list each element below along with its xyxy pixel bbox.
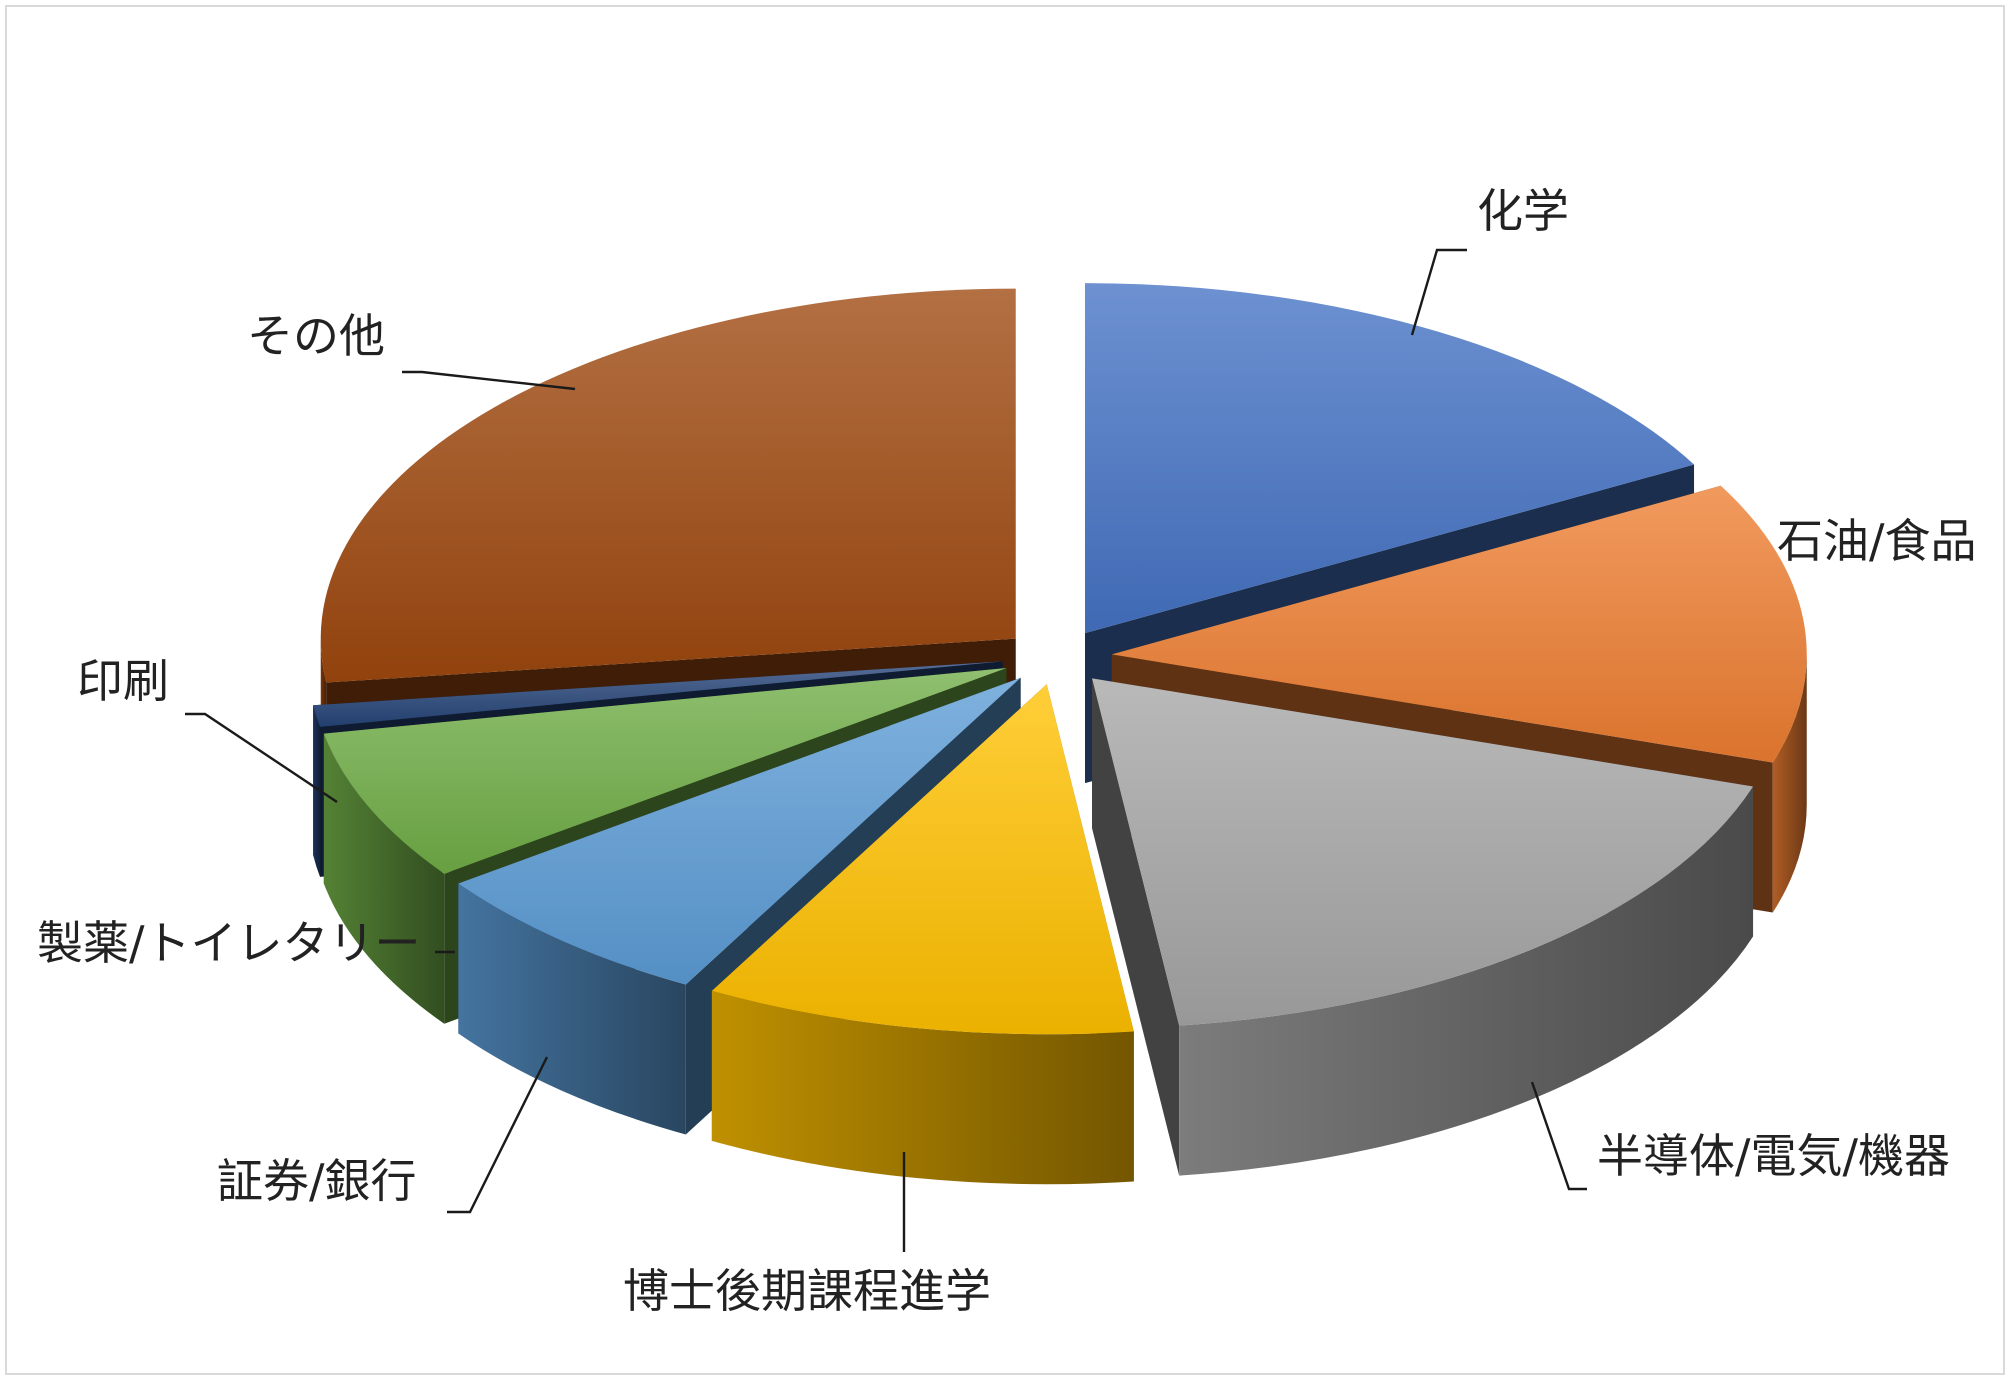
- data-label: 石油/食品: [1777, 514, 1977, 568]
- chart-frame: 化学石油/食品半導体/電気/機器博士後期課程進学 証券/銀行 製薬/トイレタリー 印刷…: [5, 5, 2005, 1375]
- leader-line: [185, 712, 338, 803]
- data-label: 博士後期課程進学: [623, 1264, 991, 1318]
- leader-line: [1530, 1081, 1587, 1191]
- pie-slice-1: [1084, 283, 1695, 634]
- data-label: 証券/銀行: [217, 1154, 417, 1208]
- pie-slice-8: [320, 288, 1016, 683]
- pie-slice-7: [313, 661, 1003, 727]
- leader-line: [1410, 248, 1467, 336]
- data-label: 化学: [1477, 184, 1569, 238]
- data-label: 印刷: [77, 654, 169, 708]
- data-label: 半導体/電気/機器: [1597, 1129, 1950, 1183]
- pie-slice-3: [1092, 678, 1754, 1026]
- pie-slice-2: [1111, 485, 1807, 763]
- leader-line: [402, 370, 576, 391]
- pie-slice-5: [458, 677, 1021, 985]
- pie-slice-4: [711, 684, 1134, 1035]
- leader-line: [447, 1056, 549, 1214]
- data-label: その他: [247, 309, 385, 363]
- data-label: 製薬/トイレタリー: [37, 916, 421, 970]
- pie-slice-6: [323, 668, 1007, 874]
